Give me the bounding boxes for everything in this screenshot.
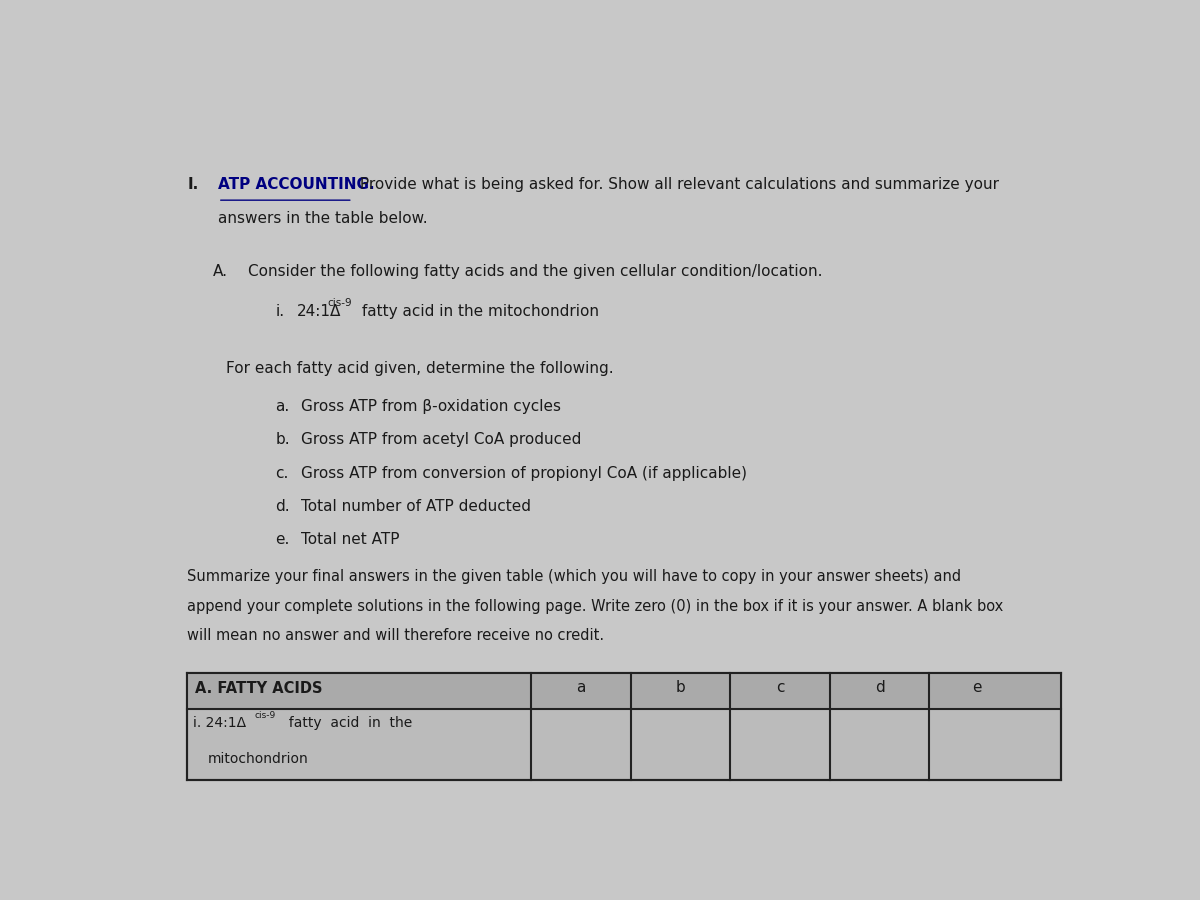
Text: Total number of ATP deducted: Total number of ATP deducted (301, 499, 530, 514)
Text: I.: I. (187, 177, 198, 193)
Text: cis-9: cis-9 (328, 298, 353, 308)
Text: b: b (676, 680, 685, 695)
Text: answers in the table below.: answers in the table below. (218, 211, 427, 226)
Text: For each fatty acid given, determine the following.: For each fatty acid given, determine the… (227, 361, 614, 376)
Text: fatty acid in the mitochondrion: fatty acid in the mitochondrion (358, 304, 599, 320)
Text: c: c (776, 680, 785, 695)
Text: d: d (875, 680, 884, 695)
Text: Gross ATP from acetyl CoA produced: Gross ATP from acetyl CoA produced (301, 432, 581, 447)
Text: Total net ATP: Total net ATP (301, 532, 400, 547)
Text: Gross ATP from conversion of propionyl CoA (if applicable): Gross ATP from conversion of propionyl C… (301, 465, 746, 481)
Text: fatty  acid  in  the: fatty acid in the (281, 716, 413, 730)
Text: e: e (972, 680, 982, 695)
Text: mitochondrion: mitochondrion (208, 752, 308, 766)
Text: A.: A. (214, 264, 228, 279)
Bar (187, 673, 1061, 780)
Text: e.: e. (276, 532, 290, 547)
Text: a: a (576, 680, 586, 695)
Text: append your complete solutions in the following page. Write zero (0) in the box : append your complete solutions in the fo… (187, 598, 1003, 614)
Text: 24:1Δ: 24:1Δ (296, 304, 341, 320)
Text: a.: a. (276, 399, 290, 414)
Text: ATP ACCOUNTING.: ATP ACCOUNTING. (218, 177, 374, 193)
Text: b.: b. (276, 432, 290, 447)
Text: cis-9: cis-9 (254, 711, 276, 720)
Text: d.: d. (276, 499, 290, 514)
Text: c.: c. (276, 465, 289, 481)
Text: Summarize your final answers in the given table (which you will have to copy in : Summarize your final answers in the give… (187, 569, 961, 584)
Text: Consider the following fatty acids and the given cellular condition/location.: Consider the following fatty acids and t… (247, 264, 822, 279)
Text: A. FATTY ACIDS: A. FATTY ACIDS (194, 681, 322, 696)
Text: i.: i. (276, 304, 284, 320)
Bar (187, 673, 1061, 709)
Text: Provide what is being asked for. Show all relevant calculations and summarize yo: Provide what is being asked for. Show al… (355, 177, 998, 193)
Text: Gross ATP from β-oxidation cycles: Gross ATP from β-oxidation cycles (301, 399, 560, 414)
Text: i. 24:1Δ: i. 24:1Δ (193, 716, 246, 730)
Text: will mean no answer and will therefore receive no credit.: will mean no answer and will therefore r… (187, 628, 605, 644)
